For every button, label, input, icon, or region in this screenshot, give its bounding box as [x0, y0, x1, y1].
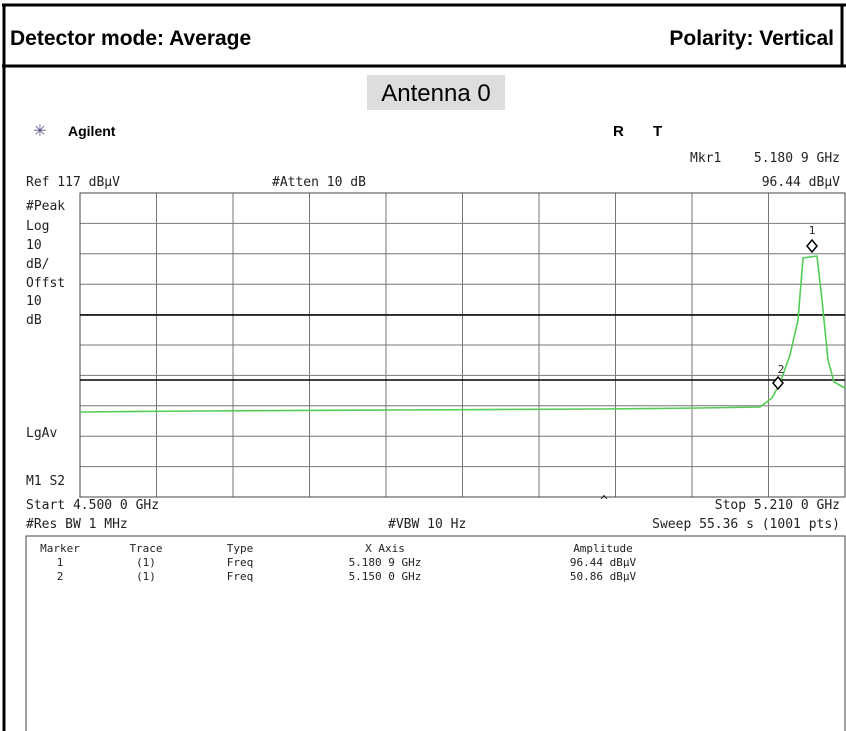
brand: Agilent — [68, 123, 116, 139]
logo: ✳ — [33, 123, 46, 140]
rbw: #Res BW 1 MHz — [26, 517, 128, 532]
side-label: dB — [26, 313, 42, 328]
status: R — [613, 123, 624, 140]
marker-1 — [806, 238, 818, 254]
table-cell: 5.150 0 GHz — [349, 570, 422, 583]
marker-label: 2 — [778, 363, 785, 376]
atten: #Atten 10 dB — [272, 175, 366, 190]
side-label: 10 — [26, 238, 42, 253]
caret: ^ — [600, 494, 608, 509]
mkr-amp: 96.44 dBµV — [762, 175, 840, 190]
polarity: Polarity: Vertical — [669, 27, 834, 50]
table-cell: 1 — [57, 556, 64, 569]
side-label: LgAv — [26, 426, 57, 441]
caption: Antenna 0 — [381, 80, 490, 107]
table-cell: 50.86 dBµV — [570, 570, 637, 583]
status: T — [653, 123, 662, 140]
trace — [79, 255, 846, 413]
frame — [2, 3, 846, 731]
marker-table — [25, 535, 846, 731]
table-header: Type — [227, 542, 254, 555]
marker-2 — [772, 375, 784, 391]
mkr-label: Mkr1 — [690, 151, 721, 166]
table-cell: (1) — [136, 570, 156, 583]
table-header: X Axis — [365, 542, 405, 555]
side-label: dB/ — [26, 257, 49, 272]
vbw: #VBW 10 Hz — [388, 517, 466, 532]
side-label: 10 — [26, 294, 42, 309]
table-cell: 5.180 9 GHz — [349, 556, 422, 569]
table-cell: Freq — [227, 570, 254, 583]
graticule — [79, 192, 846, 498]
stop-freq: Stop 5.210 0 GHz — [715, 498, 840, 513]
side-label: Offst — [26, 276, 65, 291]
side-label: #Peak — [26, 199, 65, 214]
detector-mode: Detector mode: Average — [10, 27, 251, 50]
table-header: Trace — [129, 542, 162, 555]
marker-label: 1 — [809, 224, 816, 237]
side-label: M1 S2 — [26, 474, 65, 489]
side-label: Log — [26, 219, 49, 234]
table-cell: 2 — [57, 570, 64, 583]
caption-bg — [367, 75, 505, 110]
table-cell: Freq — [227, 556, 254, 569]
table-header: Amplitude — [573, 542, 633, 555]
start-freq: Start 4.500 0 GHz — [26, 498, 159, 513]
sweep: Sweep 55.36 s (1001 pts) — [652, 517, 840, 532]
table-cell: 96.44 dBµV — [570, 556, 637, 569]
ref-level: Ref 117 dBµV — [26, 175, 120, 190]
table-cell: (1) — [136, 556, 156, 569]
table-header: Marker — [40, 542, 80, 555]
mkr-freq: 5.180 9 GHz — [754, 151, 840, 166]
